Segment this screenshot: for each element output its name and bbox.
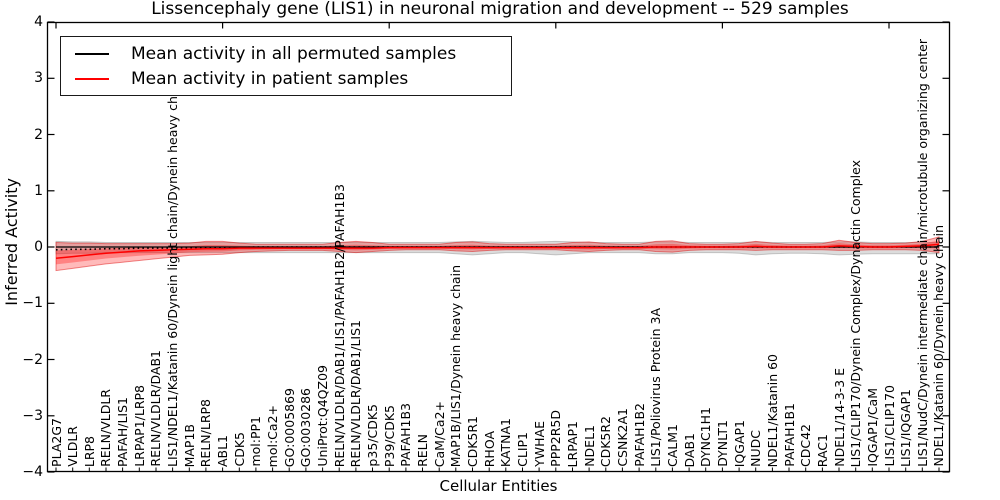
- x-tick-label: LIS1/Poliovirus Protein 3A: [648, 308, 664, 467]
- x-tick-label: MAP1B/LIS1/Dynein heavy chain: [448, 264, 464, 467]
- x-tick-label: DYNC1H1: [698, 407, 714, 467]
- y-tick-label: 1: [34, 182, 43, 199]
- x-tick-label: RELN/VLDLR/DAB1/LIS1: [348, 319, 364, 467]
- x-tick-label: DAB1: [681, 432, 697, 468]
- x-tick-label: CDK5R1: [465, 415, 480, 467]
- legend-label-permuted: Mean activity in all permuted samples: [131, 43, 457, 64]
- x-tick-label: NUDC: [748, 430, 764, 467]
- x-tick-label: mol:PP1: [248, 416, 264, 467]
- x-tick-label: PLA2G7: [48, 418, 64, 467]
- y-tick-label: −1: [22, 295, 43, 312]
- x-tick-label: CaM/Ca2+: [431, 400, 447, 467]
- x-tick-label: KATNA1: [498, 417, 514, 467]
- x-tick-label: YWHAE: [531, 421, 547, 467]
- chart-title: Lissencephaly gene (LIS1) in neuronal mi…: [151, 0, 849, 19]
- x-tick-label: RELN/LRP8: [198, 398, 214, 467]
- y-tick-label: 4: [34, 14, 43, 30]
- x-tick-label: LIS1/CLIP170/Dynein Complex/Dynactin Com…: [848, 159, 864, 467]
- permuted-line-sample-icon: [75, 52, 109, 55]
- x-tick-label: NDEL1: [581, 425, 597, 467]
- x-tick-label: ABL1: [215, 434, 231, 467]
- legend-row-permuted: Mean activity in all permuted samples: [75, 44, 511, 64]
- legend: Mean activity in all permuted samples Me…: [60, 36, 512, 96]
- x-tick-label: CDK5R2: [598, 415, 614, 467]
- x-tick-label: RELN/VLDLR/DAB1/LIS1/PAFAH1B2/PAFAH1B3: [331, 183, 347, 467]
- x-tick-label: RELN: [415, 434, 431, 467]
- x-tick-label: p35/CDK5: [365, 404, 381, 467]
- x-tick-label: PAFAH/LIS1: [115, 396, 131, 467]
- y-tick-label: −4: [22, 464, 43, 480]
- x-axis-label: Cellular Entities: [439, 477, 558, 495]
- x-tick-label: LRPAP1/LRP8: [131, 385, 147, 467]
- x-tick-label: CDC42: [798, 424, 814, 467]
- x-tick-label: RHOA: [481, 430, 497, 467]
- x-tick-label: RELN/VLDLR: [98, 389, 114, 467]
- x-tick-label: LRPAP1: [564, 420, 580, 467]
- y-tick-label: 2: [34, 126, 43, 143]
- x-tick-label: VLDLR: [65, 426, 81, 467]
- x-tick-label: PAFAH1B1: [781, 403, 797, 467]
- x-tick-label: CSNK2A1: [614, 408, 630, 467]
- x-tick-label: mol:Ca2+: [265, 404, 281, 467]
- x-tick-label: DYNLT1: [714, 420, 730, 467]
- x-tick-label: IQGAP1/CaM: [864, 388, 880, 467]
- x-tick-label: MAP1B: [181, 423, 197, 467]
- y-tick-label: 0: [34, 239, 43, 255]
- x-tick-label: RELN/VLDLR/DAB1: [148, 350, 164, 467]
- x-tick-label: RAC1: [814, 433, 830, 467]
- patient-line-sample-icon: [75, 77, 109, 80]
- x-tick-label: PAFAH1B2: [631, 403, 647, 467]
- x-tick-label: P39/CDK5: [381, 404, 397, 467]
- x-tick-label: NDEL1/Katanin 60: [764, 353, 780, 467]
- x-tick-label: PAFAH1B3: [398, 403, 414, 467]
- x-tick-label: LIS1/NudC/Dynein intermediate chain/micr…: [914, 39, 930, 467]
- x-tick-label: UniProt:Q4QZ09: [315, 365, 331, 467]
- x-tick-label: CLIP1: [514, 432, 530, 467]
- x-tick-label: NDEL1/Katanin 60/Dynein heavy chain: [931, 225, 947, 467]
- x-tick-label: LIS1/CLIP170: [881, 385, 897, 467]
- x-tick-label: GO:0030286: [298, 387, 314, 467]
- legend-row-patient: Mean activity in patient samples: [75, 69, 511, 89]
- x-tick-label: LRP8: [81, 435, 97, 467]
- x-tick-label: PPP2R5D: [548, 410, 564, 467]
- legend-label-patient: Mean activity in patient samples: [131, 68, 409, 89]
- x-tick-label: LIS1/NDEL1/Katanin 60/Dynein light chain…: [165, 77, 181, 467]
- x-tick-label: LIS1/IQGAP1: [898, 388, 914, 467]
- y-tick-label: −3: [22, 407, 43, 424]
- x-tick-label: CDK5: [231, 432, 247, 467]
- y-tick-label: −2: [22, 351, 43, 368]
- x-tick-label: CALM1: [664, 424, 680, 467]
- y-tick-label: 3: [34, 70, 43, 87]
- x-tick-label: NDEL1/14-3-3 E: [831, 368, 847, 467]
- x-tick-label: IQGAP1: [731, 419, 747, 467]
- x-tick-label: GO:0005869: [281, 387, 297, 467]
